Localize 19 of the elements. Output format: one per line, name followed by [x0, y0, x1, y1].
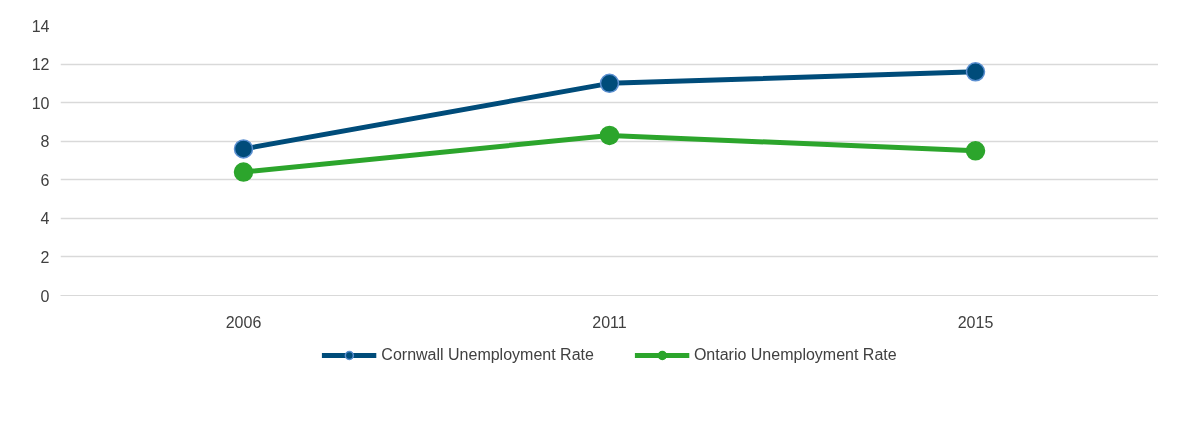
- point: [599, 125, 620, 146]
- point: [233, 162, 254, 182]
- legend-label: Ontario Unemployment Rate: [693, 345, 897, 365]
- y-tick-label: 0: [40, 287, 50, 305]
- x-tick-label: 2015: [957, 313, 994, 331]
- y-tick-label: 4: [40, 210, 50, 228]
- y-tick-label: 2: [40, 248, 50, 266]
- y-tick-label: 12: [31, 56, 50, 74]
- x-tick-label: 2006: [225, 313, 262, 331]
- y-tick-label: 8: [40, 133, 50, 151]
- y-tick-label: 14: [31, 17, 50, 35]
- legend-label: Cornwall Unemployment Rate: [381, 345, 594, 365]
- x-tick-label: 2011: [592, 313, 627, 331]
- point: [965, 62, 986, 82]
- point: [965, 141, 986, 161]
- point: [599, 73, 620, 94]
- y-tick-label: 6: [40, 171, 50, 189]
- y-tick-label: 10: [31, 94, 50, 112]
- point: [233, 139, 254, 159]
